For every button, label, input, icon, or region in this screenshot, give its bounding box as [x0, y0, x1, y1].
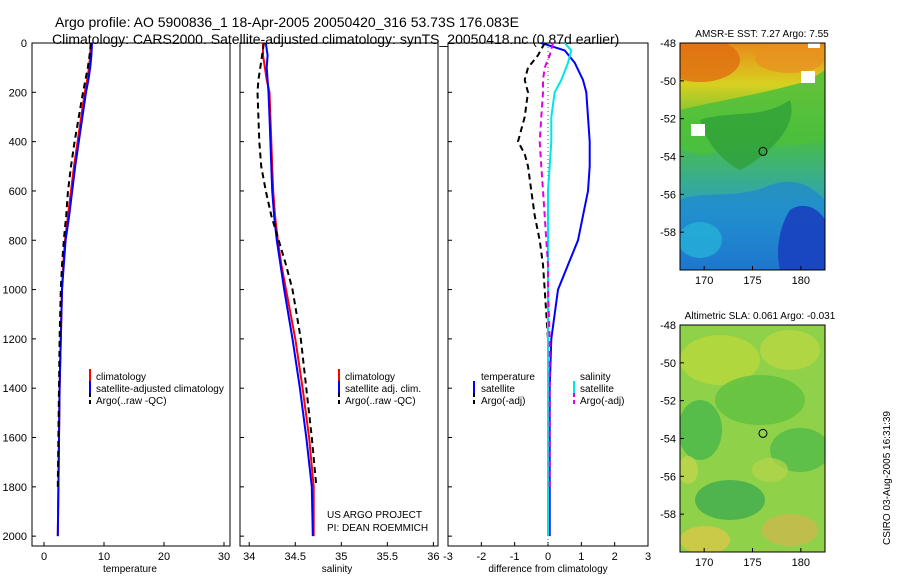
- legend-label-sal-argo: Argo(-adj): [580, 396, 624, 407]
- map-x-tick-label: 175: [743, 275, 761, 287]
- x-tick-label: -2: [476, 551, 486, 563]
- difference-axis-label: difference from climatology: [488, 564, 607, 575]
- temperature-panel-frame: [31, 42, 231, 547]
- x-tick-label: 34.5: [285, 551, 306, 563]
- x-tick-label: 1: [578, 551, 584, 563]
- map-x-tick-label: 175: [743, 557, 761, 569]
- map-x-tick-label: 180: [792, 557, 810, 569]
- timestamp-label: CSIRO 03-Aug-2005 16:31:39: [882, 411, 893, 545]
- x-tick-label: 2: [612, 551, 618, 563]
- series-line-argo-raw-qc: [56, 42, 92, 487]
- x-tick-label: 34: [243, 551, 255, 563]
- series-line-temperature-argo-adj: [517, 42, 549, 487]
- map-x-tick-label: 170: [695, 275, 713, 287]
- temperature-axis-label: temperature: [103, 564, 157, 575]
- salinity-axis-label: salinity: [322, 564, 353, 575]
- figure-title-line1: Argo profile: AO 5900836_1 18-Apr-2005 2…: [55, 14, 519, 30]
- series-line-salinity-satellite: [547, 42, 573, 537]
- x-tick-label: 35: [335, 551, 347, 563]
- series-line-climatology: [262, 43, 315, 537]
- sst-map-field: [680, 43, 825, 270]
- depth-tick-label: 0: [21, 38, 27, 50]
- legend-label-argo: Argo(..raw -QC): [96, 396, 167, 407]
- legend-label-satellite: satellite adj. clim.: [345, 384, 421, 395]
- sst-map-axes: 170 175 180 -48 -50 -52 -54 -56 -58: [660, 38, 810, 287]
- x-tick-label: 10: [98, 551, 110, 563]
- sla-map-axes: 170 175 180 -48 -50 -52 -54 -56 -58: [660, 320, 810, 569]
- depth-tick-label: 1800: [3, 482, 27, 494]
- argo-float-marker: [758, 146, 768, 156]
- depth-tick-label: 200: [9, 87, 27, 99]
- salinity-panel-frame: [239, 42, 439, 547]
- x-tick-label: 0: [545, 551, 551, 563]
- map-y-tick-label: -58: [660, 227, 676, 239]
- series-line-argo-raw-qc: [256, 42, 318, 487]
- depth-tick-label: 1000: [3, 285, 27, 297]
- sla-map-field: [680, 325, 825, 552]
- map-y-tick-label: -54: [660, 434, 676, 446]
- x-tick-label: -1: [510, 551, 520, 563]
- depth-tick-label: 1400: [3, 383, 27, 395]
- x-tick-label: 30: [218, 551, 230, 563]
- pi-label: PI: DEAN ROEMMICH: [327, 523, 428, 534]
- salinity-plot: 34 34.5 35 35.5 36: [243, 42, 440, 563]
- series-line-satellite-adjusted-climatology: [56, 42, 93, 537]
- argo-float-marker: [758, 428, 768, 438]
- depth-tick-label: 2000: [3, 531, 27, 543]
- temperature-plot: 0 10 20 30: [41, 42, 230, 563]
- map-x-tick-label: 180: [792, 275, 810, 287]
- map-x-tick-label: 170: [695, 557, 713, 569]
- map-y-tick-label: -52: [660, 396, 676, 408]
- legend-header-temperature: temperature: [481, 372, 535, 383]
- sst-map-title: AMSR-E SST: 7.27 Argo: 7.55: [695, 29, 829, 40]
- x-tick-label: 0: [41, 551, 47, 563]
- legend-label-temp-satellite: satellite: [481, 384, 515, 395]
- depth-tick-label: 1200: [3, 334, 27, 346]
- map-y-tick-label: -50: [660, 76, 676, 88]
- salinity-legend: climatology satellite adj. clim. Argo(..…: [338, 369, 421, 407]
- legend-label-temp-argo: Argo(-adj): [481, 396, 525, 407]
- x-tick-label: 20: [158, 551, 170, 563]
- legend-header-salinity: salinity: [580, 372, 611, 383]
- legend-label-sal-satellite: satellite: [580, 384, 614, 395]
- x-tick-label: 36: [427, 551, 439, 563]
- legend-label-climatology: climatology: [345, 372, 395, 383]
- map-y-tick-label: -48: [660, 320, 676, 332]
- map-y-tick-label: -48: [660, 38, 676, 50]
- depth-tick-label: 800: [9, 235, 27, 247]
- map-y-tick-label: -56: [660, 189, 676, 201]
- legend-label-argo: Argo(..raw -QC): [345, 396, 416, 407]
- series-line-satellite-adj-clim: [264, 42, 314, 537]
- legend-label-climatology: climatology: [96, 372, 146, 383]
- depth-tick-label: 400: [9, 137, 27, 149]
- depth-axis: 0 200 400 600 800 1000 1200 1400 1600 1800 2000: [3, 38, 452, 543]
- map-y-tick-label: -58: [660, 509, 676, 521]
- map-y-tick-label: -50: [660, 358, 676, 370]
- map-y-tick-label: -56: [660, 471, 676, 483]
- x-tick-label: 3: [645, 551, 651, 563]
- sla-map-title: Altimetric SLA: 0.061 Argo: -0.031: [685, 311, 836, 322]
- project-label: US ARGO PROJECT: [327, 510, 422, 521]
- map-y-tick-label: -54: [660, 152, 676, 164]
- x-tick-label: 35.5: [377, 551, 398, 563]
- legend-label-satellite: satellite-adjusted climatology: [96, 384, 224, 395]
- figure-title-line2: Climatology: CARS2000. Satellite-adjuste…: [52, 31, 619, 47]
- difference-plot: -3 -2 -1 0 1 2 3: [443, 42, 651, 563]
- temperature-legend: climatology satellite-adjusted climatolo…: [89, 369, 224, 407]
- x-tick-label: -3: [443, 551, 453, 563]
- depth-tick-label: 600: [9, 186, 27, 198]
- difference-legend: temperature satellite Argo(-adj) salinit…: [473, 372, 624, 407]
- map-y-tick-label: -52: [660, 114, 676, 126]
- depth-tick-label: 1600: [3, 433, 27, 445]
- series-line-salinity-argo-adj: [538, 42, 554, 487]
